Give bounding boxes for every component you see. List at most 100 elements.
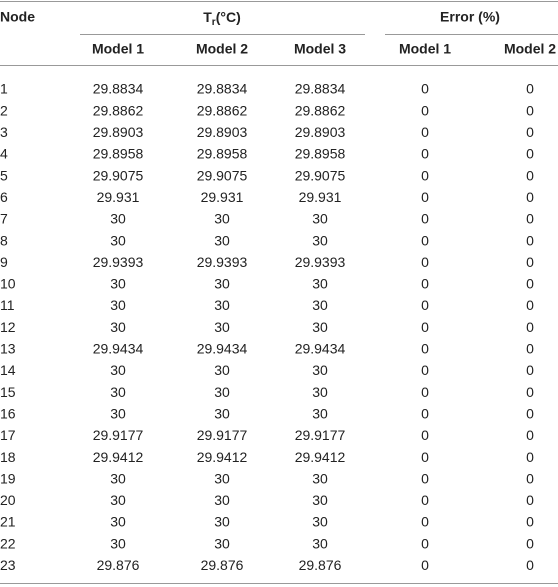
value-cell: 30 bbox=[312, 362, 328, 378]
value-cell: 29.931 bbox=[299, 189, 342, 205]
value-cell: 0 bbox=[526, 514, 534, 530]
node-cell: 5 bbox=[0, 167, 8, 183]
tr-unit: (°C) bbox=[216, 9, 241, 25]
value-cell: 30 bbox=[214, 492, 230, 508]
value-cell: 0 bbox=[526, 492, 534, 508]
node-cell: 3 bbox=[0, 124, 8, 140]
subheader: Model 1 bbox=[399, 41, 451, 57]
value-cell: 0 bbox=[526, 102, 534, 118]
value-cell: 29.8862 bbox=[197, 102, 248, 118]
value-cell: 0 bbox=[526, 211, 534, 227]
value-cell: 30 bbox=[110, 492, 126, 508]
node-cell: 14 bbox=[0, 362, 16, 378]
value-cell: 30 bbox=[214, 297, 230, 313]
value-cell: 0 bbox=[421, 449, 429, 465]
value-cell: 29.9075 bbox=[197, 167, 248, 183]
node-cell: 20 bbox=[0, 492, 16, 508]
value-cell: 29.876 bbox=[299, 557, 342, 573]
value-cell: 29.8862 bbox=[93, 102, 144, 118]
node-cell: 15 bbox=[0, 384, 16, 400]
subheader: Model 2 bbox=[196, 41, 248, 57]
value-cell: 29.9177 bbox=[197, 427, 248, 443]
node-cell: 4 bbox=[0, 146, 8, 162]
value-cell: 30 bbox=[214, 470, 230, 486]
tr-symbol: T bbox=[203, 9, 212, 25]
value-cell: 30 bbox=[312, 211, 328, 227]
value-cell: 30 bbox=[214, 276, 230, 292]
value-cell: 29.8834 bbox=[295, 81, 346, 97]
value-cell: 30 bbox=[312, 232, 328, 248]
node-cell: 13 bbox=[0, 341, 16, 357]
value-cell: 0 bbox=[421, 557, 429, 573]
value-cell: 0 bbox=[421, 297, 429, 313]
value-cell: 30 bbox=[312, 405, 328, 421]
value-cell: 29.9434 bbox=[93, 341, 144, 357]
value-cell: 29.9434 bbox=[197, 341, 248, 357]
value-cell: 0 bbox=[526, 341, 534, 357]
value-cell: 0 bbox=[526, 232, 534, 248]
value-cell: 30 bbox=[110, 405, 126, 421]
value-cell: 0 bbox=[526, 276, 534, 292]
value-cell: 0 bbox=[526, 297, 534, 313]
node-cell: 10 bbox=[0, 276, 16, 292]
node-cell: 2 bbox=[0, 102, 8, 118]
node-cell: 7 bbox=[0, 211, 8, 227]
value-cell: 29.8958 bbox=[93, 146, 144, 162]
value-cell: 29.9075 bbox=[93, 167, 144, 183]
node-cell: 12 bbox=[0, 319, 16, 335]
value-cell: 30 bbox=[312, 470, 328, 486]
value-cell: 0 bbox=[421, 124, 429, 140]
value-cell: 0 bbox=[421, 319, 429, 335]
value-cell: 30 bbox=[312, 319, 328, 335]
value-cell: 0 bbox=[421, 470, 429, 486]
value-cell: 0 bbox=[421, 81, 429, 97]
error-header: Error (%) bbox=[440, 9, 500, 25]
value-cell: 30 bbox=[110, 232, 126, 248]
value-cell: 29.8834 bbox=[197, 81, 248, 97]
value-cell: 29.9434 bbox=[295, 341, 346, 357]
value-cell: 0 bbox=[526, 535, 534, 551]
value-cell: 0 bbox=[526, 167, 534, 183]
subheader: Model 3 bbox=[294, 41, 346, 57]
value-cell: 29.876 bbox=[97, 557, 140, 573]
value-cell: 30 bbox=[214, 362, 230, 378]
value-cell: 29.9177 bbox=[295, 427, 346, 443]
value-cell: 30 bbox=[312, 384, 328, 400]
value-cell: 30 bbox=[312, 492, 328, 508]
value-cell: 0 bbox=[421, 492, 429, 508]
value-cell: 0 bbox=[421, 427, 429, 443]
node-header: Node bbox=[0, 9, 35, 25]
value-cell: 29.9393 bbox=[197, 254, 248, 270]
tr-header: Tr(°C) bbox=[203, 9, 241, 28]
value-cell: 0 bbox=[526, 470, 534, 486]
node-cell: 23 bbox=[0, 557, 16, 573]
value-cell: 0 bbox=[421, 362, 429, 378]
value-cell: 0 bbox=[526, 81, 534, 97]
value-cell: 29.8903 bbox=[93, 124, 144, 140]
value-cell: 0 bbox=[421, 146, 429, 162]
value-cell: 0 bbox=[421, 254, 429, 270]
node-cell: 11 bbox=[0, 297, 15, 313]
value-cell: 29.9412 bbox=[93, 449, 144, 465]
value-cell: 0 bbox=[526, 557, 534, 573]
value-cell: 29.931 bbox=[201, 189, 244, 205]
value-cell: 30 bbox=[110, 514, 126, 530]
value-cell: 0 bbox=[526, 254, 534, 270]
node-cell: 21 bbox=[0, 514, 16, 530]
value-cell: 29.8958 bbox=[295, 146, 346, 162]
value-cell: 29.8903 bbox=[197, 124, 248, 140]
value-cell: 29.9393 bbox=[295, 254, 346, 270]
value-cell: 0 bbox=[421, 167, 429, 183]
subheader: Model 2 bbox=[504, 41, 556, 57]
value-cell: 0 bbox=[421, 384, 429, 400]
value-cell: 29.9412 bbox=[197, 449, 248, 465]
value-cell: 30 bbox=[312, 276, 328, 292]
node-cell: 8 bbox=[0, 232, 8, 248]
value-cell: 29.9177 bbox=[93, 427, 144, 443]
value-cell: 29.9393 bbox=[93, 254, 144, 270]
node-cell: 9 bbox=[0, 254, 8, 270]
value-cell: 30 bbox=[214, 211, 230, 227]
value-cell: 30 bbox=[110, 362, 126, 378]
